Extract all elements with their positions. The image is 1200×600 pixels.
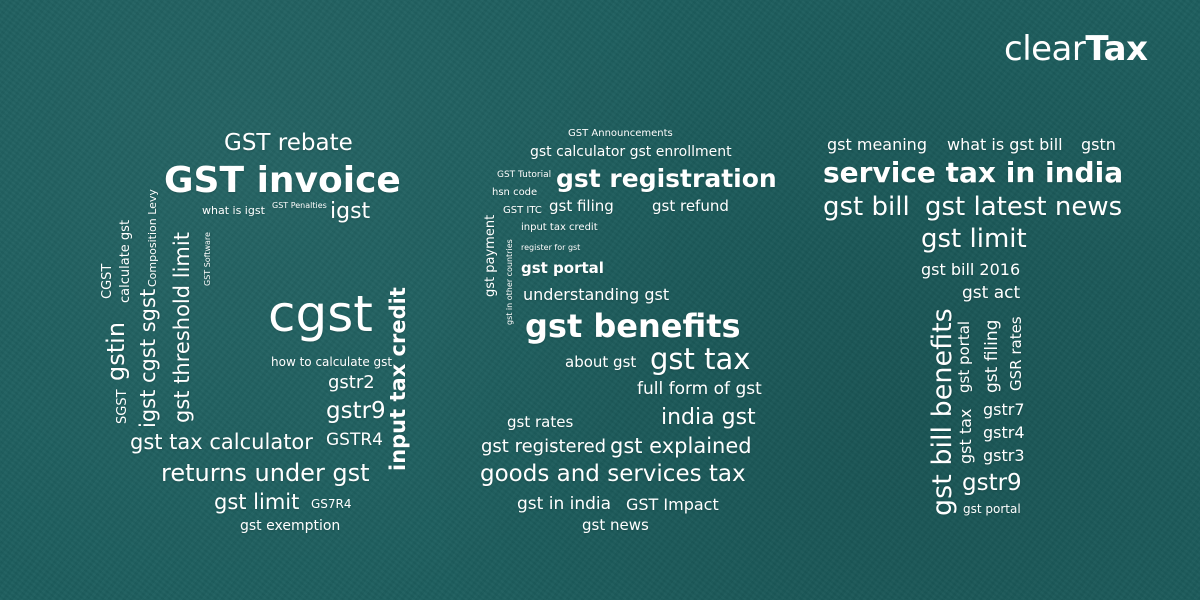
word-s-19: india gst <box>661 405 756 430</box>
word-g-22: GS7R4 <box>311 497 352 511</box>
word-g-17: gstr9 <box>326 398 386 424</box>
word-s-22: goods and services tax <box>480 461 746 487</box>
word-g-1: GST invoice <box>164 160 401 201</box>
word-g-9: gstin <box>102 321 130 381</box>
cleartax-logo: clearTax <box>1004 32 1148 66</box>
word-g-23: gst exemption <box>240 518 341 534</box>
word-s-1: gst calculator gst enrollment <box>530 144 732 160</box>
word-s-23: gst in india <box>517 494 612 514</box>
word-g-10: igst cgst sgst <box>136 288 160 428</box>
word-g-7: calculate gst <box>118 219 133 303</box>
word-s-21: gst explained <box>610 434 752 458</box>
word-t-9: gst bill benefits <box>927 308 958 516</box>
word-t-14: gstr7 <box>983 400 1025 419</box>
word-t-8: gst act <box>962 283 1021 303</box>
word-s-18: gst rates <box>507 413 574 431</box>
word-t-2: gstn <box>1081 135 1116 154</box>
word-s-13: understanding gst <box>523 285 670 304</box>
word-g-20: returns under gst <box>161 459 370 487</box>
word-s-11: gst in other countries <box>505 239 514 325</box>
word-s-4: hsn code <box>492 187 538 198</box>
word-s-20: gst registered <box>481 436 607 457</box>
word-g-19: gst tax calculator <box>130 430 313 454</box>
word-g-6: CGST <box>100 263 115 299</box>
word-t-4: gst bill <box>823 192 910 222</box>
word-t-13: gst tax <box>956 408 975 464</box>
word-s-10: gst payment <box>483 214 498 297</box>
word-g-11: gst threshold limit <box>170 232 194 423</box>
word-t-0: gst meaning <box>827 135 927 154</box>
word-t-7: gst bill 2016 <box>921 260 1021 279</box>
word-t-18: gst portal <box>963 502 1021 516</box>
word-g-4: igst <box>330 199 371 224</box>
word-g-21: gst limit <box>214 490 300 514</box>
word-g-0: GST rebate <box>224 130 353 156</box>
logo-text-bold: Tax <box>1085 29 1148 69</box>
word-s-17: full form of gst <box>637 379 762 399</box>
word-s-15: about gst <box>565 353 637 371</box>
word-s-6: gst filing <box>549 197 614 215</box>
word-s-3: gst registration <box>556 164 777 193</box>
word-t-12: GSR rates <box>1007 316 1025 391</box>
logo-text-light: clear <box>1004 29 1086 69</box>
word-g-13: cgst <box>268 285 373 343</box>
word-g-8: Composition Levy <box>146 189 159 287</box>
word-g-15: input tax credit <box>386 287 410 471</box>
word-t-5: gst latest news <box>925 192 1123 222</box>
word-t-1: what is gst bill <box>947 135 1063 154</box>
word-s-8: input tax credit <box>521 222 598 233</box>
word-t-15: gstr4 <box>983 423 1025 442</box>
word-t-16: gstr3 <box>983 446 1025 465</box>
word-g-2: what is igst <box>202 204 265 217</box>
word-g-3: GST Penalties <box>272 201 327 210</box>
word-t-10: gst portal <box>955 320 973 393</box>
word-g-14: how to calculate gst <box>271 355 393 369</box>
word-s-5: GST ITC <box>503 205 542 216</box>
word-s-0: GST Announcements <box>568 128 673 139</box>
word-s-14: gst benefits <box>525 307 741 345</box>
word-t-6: gst limit <box>921 224 1027 254</box>
word-t-3: service tax in india <box>823 156 1124 189</box>
word-s-24: GST Impact <box>626 495 719 514</box>
word-s-12: gst portal <box>521 259 604 277</box>
word-t-11: gst filing <box>982 319 1002 393</box>
word-g-12: SGST <box>115 389 130 424</box>
word-s-9: register for gst <box>521 243 581 252</box>
word-s-2: GST Tutorial <box>497 170 552 180</box>
word-t-17: gstr9 <box>962 470 1022 496</box>
word-s-7: gst refund <box>652 197 729 215</box>
word-s-16: gst tax <box>650 342 751 376</box>
word-g-16: gstr2 <box>328 372 375 393</box>
word-s-25: gst news <box>582 516 649 534</box>
word-g-18: GSTR4 <box>326 430 383 450</box>
word-g-5: GST Software <box>203 232 212 286</box>
